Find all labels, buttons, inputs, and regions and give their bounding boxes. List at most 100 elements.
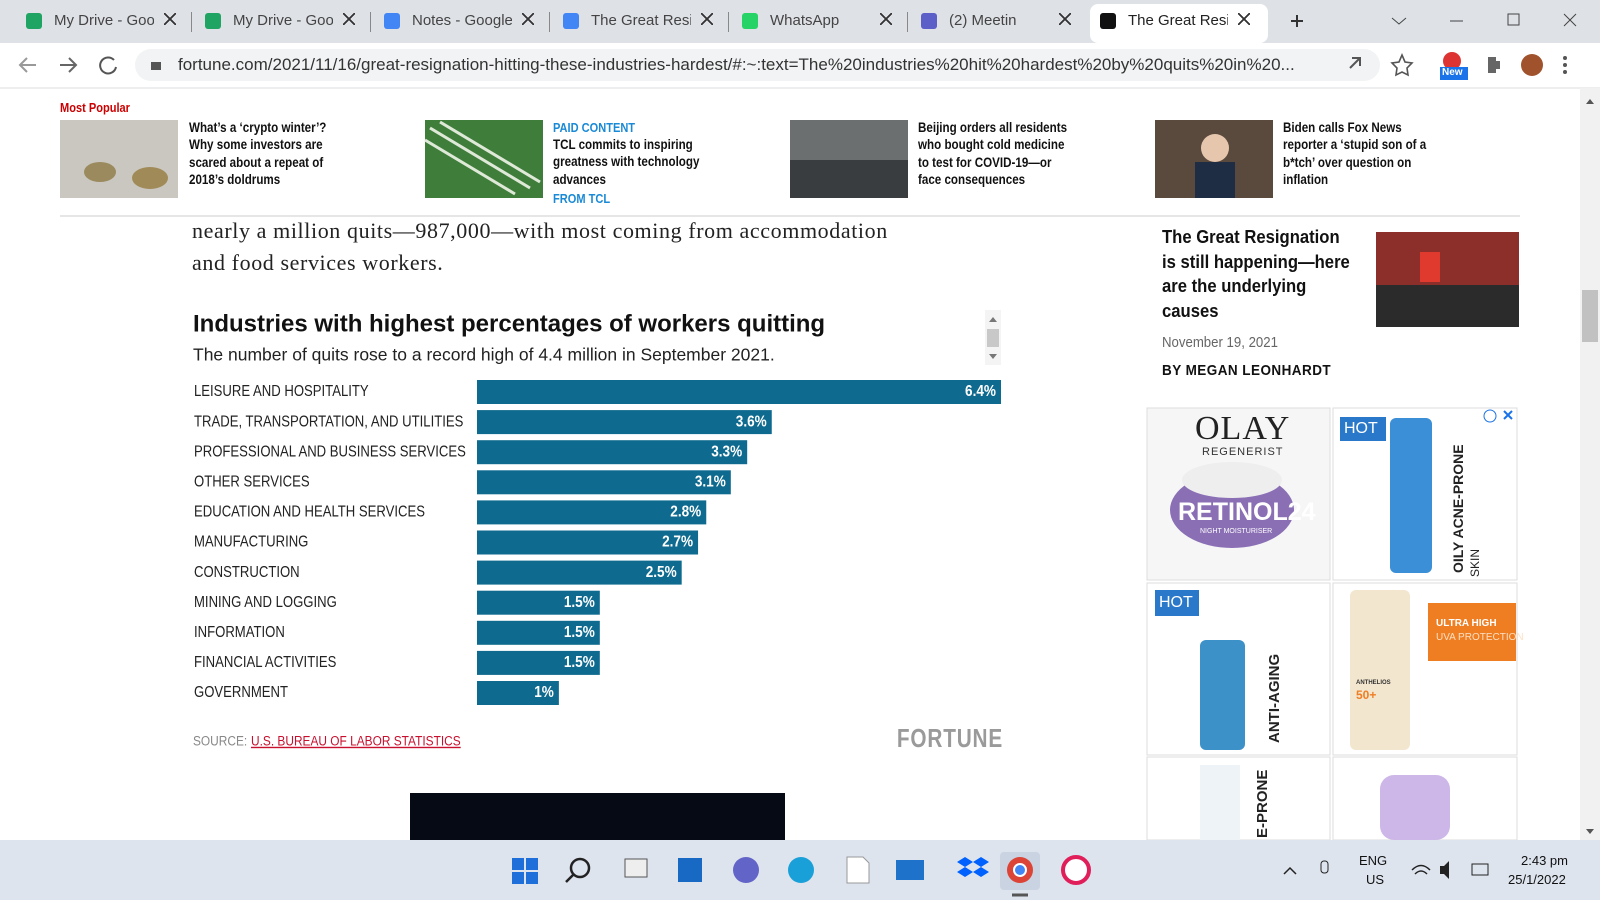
popular-headline[interactable]: TCL commits to inspiring <box>553 137 693 152</box>
popular-headline[interactable]: Why some investors are <box>189 137 323 153</box>
back-button[interactable] <box>18 57 36 73</box>
tab[interactable]: WhatsApp <box>770 12 840 29</box>
popular-headline[interactable]: advances <box>553 171 606 187</box>
omnibox <box>135 49 1380 81</box>
tab-icon <box>742 13 758 29</box>
popular-headline[interactable]: to test for COVID-19—or <box>918 154 1052 170</box>
popular-headline[interactable]: face consequences <box>918 172 1026 188</box>
tab-separator <box>907 12 908 32</box>
tab-icon <box>384 13 400 29</box>
ad-text: REGENERIST <box>1202 446 1284 458</box>
popular-headline[interactable]: reporter a ‘stupid son of a <box>1283 137 1427 153</box>
source-link[interactable]: U.S. BUREAU OF LABOR STATISTICS <box>251 733 461 749</box>
active-tab[interactable]: The Great Resi <box>1128 12 1228 29</box>
ad-text: OLAY <box>1195 410 1291 447</box>
share-icon[interactable] <box>1349 57 1361 69</box>
tab-close[interactable] <box>1238 13 1250 25</box>
article-text: and food services workers. <box>192 250 444 275</box>
category-label: TRADE, TRANSPORTATION, AND UTILITIES <box>194 413 464 430</box>
sidebar-headline[interactable]: is still happening—here <box>1162 250 1350 272</box>
ad-text: NIGHT MOISTURISER <box>1200 528 1273 535</box>
popular-headline[interactable]: Beijing orders all residents <box>918 120 1068 135</box>
value-label: 1.5% <box>564 654 595 671</box>
new-badge: New <box>1442 67 1463 78</box>
sidebar-headline[interactable]: causes <box>1162 299 1219 321</box>
tab-close[interactable] <box>522 13 534 25</box>
source-label: SOURCE: <box>193 733 247 749</box>
popular-headline[interactable]: scared about a repeat of <box>189 154 324 170</box>
tray-date[interactable]: 25/1/2022 <box>1508 872 1566 887</box>
tab-strip <box>0 0 1600 43</box>
value-label: 1.5% <box>564 624 595 641</box>
reload-button[interactable] <box>99 56 117 75</box>
category-label: PROFESSIONAL AND BUSINESS SERVICES <box>194 443 466 460</box>
chart-subtitle: The number of quits rose to a record hig… <box>193 345 775 365</box>
value-label: 2.5% <box>646 564 677 581</box>
tab[interactable]: My Drive - Goo <box>54 12 154 29</box>
bar <box>477 590 600 615</box>
close-window[interactable] <box>1563 13 1577 27</box>
extension-icon[interactable] <box>1443 52 1461 70</box>
tab-separator <box>191 12 192 32</box>
bar <box>477 620 600 645</box>
ad-text: E-PRONE <box>1254 769 1271 838</box>
bar <box>477 380 1001 404</box>
tab-icon <box>921 13 937 29</box>
menu-button[interactable] <box>1563 70 1567 74</box>
ad-text: RETINOL24 <box>1178 498 1316 526</box>
popular-headline[interactable]: who bought cold medicine <box>918 137 1065 153</box>
extensions-button[interactable] <box>1488 57 1500 73</box>
popular-headline[interactable]: b*tch’ over question on <box>1283 154 1412 170</box>
tray-time[interactable]: 2:43 pm <box>1521 853 1568 868</box>
popular-headline[interactable]: What’s a ‘crypto winter’? <box>189 120 327 135</box>
sidebar-byline[interactable]: BY MEGAN LEONHARDT <box>1162 362 1332 379</box>
value-label: 6.4% <box>965 383 996 400</box>
forward-button[interactable] <box>60 57 78 73</box>
tab-icon <box>1100 13 1116 29</box>
tab-separator <box>549 12 550 32</box>
sidebar-headline[interactable]: are the underlying <box>1162 275 1307 296</box>
tab-close[interactable] <box>1059 13 1071 25</box>
category-label: MINING AND LOGGING <box>194 594 337 611</box>
tab-close[interactable] <box>164 13 176 25</box>
value-label: 1.5% <box>564 594 595 611</box>
popular-headline[interactable]: inflation <box>1283 172 1329 188</box>
restore[interactable] <box>1507 13 1520 26</box>
category-label: OTHER SERVICES <box>194 473 310 490</box>
value-label: 1% <box>534 684 554 701</box>
tab[interactable]: Notes - Google <box>412 12 512 29</box>
taskbar-icons[interactable] <box>512 852 1091 897</box>
tab[interactable]: My Drive - Goo <box>233 12 333 29</box>
popular-headline[interactable]: 2018’s doldrums <box>189 172 281 188</box>
bar <box>477 681 559 705</box>
address-bar-url[interactable]: fortune.com/2021/11/16/great-resignation… <box>178 55 1295 74</box>
tray-region[interactable]: US <box>1366 872 1385 887</box>
ad-text: 50+ <box>1356 688 1377 702</box>
tab[interactable]: (2) Meetin <box>949 12 1017 29</box>
tab-close[interactable] <box>880 13 892 25</box>
popular-headline[interactable]: greatness with technology <box>553 154 700 170</box>
tray-language[interactable]: ENG <box>1359 853 1388 868</box>
sponsor-name[interactable]: FROM TCL <box>553 191 611 207</box>
bar <box>477 470 731 495</box>
tab-search[interactable] <box>1391 17 1407 25</box>
scroll-thumb[interactable] <box>1582 290 1598 342</box>
profile-avatar[interactable] <box>1521 54 1543 76</box>
ad-close[interactable] <box>1503 410 1513 420</box>
new-badge-bg <box>1440 67 1468 80</box>
ad-text: UVA PROTECTION <box>1436 632 1524 643</box>
tab[interactable]: The Great Resi <box>591 12 691 29</box>
bookmark-star[interactable] <box>1390 52 1414 77</box>
article-text: nearly a million quits—987,000—with most… <box>192 218 888 243</box>
sidebar-date: November 19, 2021 <box>1162 334 1278 351</box>
tab-close[interactable] <box>701 13 713 25</box>
new-tab[interactable] <box>1291 15 1303 27</box>
category-label: INFORMATION <box>194 624 285 641</box>
popular-headline[interactable]: Biden calls Fox News <box>1283 120 1402 135</box>
ad-info[interactable] <box>1483 409 1497 423</box>
sidebar-headline[interactable]: The Great Resignation <box>1162 226 1340 247</box>
tab-close[interactable] <box>343 13 355 25</box>
tray-icons[interactable] <box>1283 860 1489 879</box>
video-player[interactable] <box>410 793 785 840</box>
